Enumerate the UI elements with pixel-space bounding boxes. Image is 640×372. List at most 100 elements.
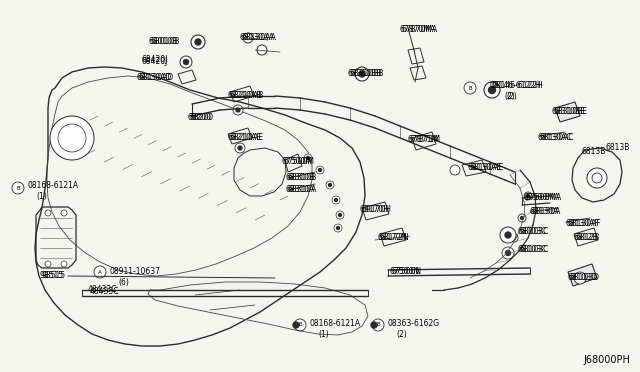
Circle shape (334, 224, 342, 232)
Text: 48433C: 48433C (90, 288, 120, 296)
Text: 68103D: 68103D (568, 273, 598, 282)
Text: 68130AC: 68130AC (540, 134, 575, 142)
Text: 48433C: 48433C (88, 285, 118, 295)
Text: 68130AD: 68130AD (139, 74, 174, 83)
Circle shape (45, 210, 51, 216)
Text: 68130AA: 68130AA (240, 33, 275, 42)
Text: 67500N: 67500N (390, 267, 420, 276)
Circle shape (520, 217, 524, 219)
Text: 68130AE: 68130AE (468, 164, 502, 173)
Text: 68130AA: 68130AA (242, 33, 277, 42)
Circle shape (236, 108, 240, 112)
Text: 67500MA: 67500MA (524, 193, 560, 202)
Text: 68420J: 68420J (141, 58, 168, 67)
Circle shape (61, 261, 67, 267)
Circle shape (233, 105, 243, 115)
Circle shape (513, 237, 515, 240)
Circle shape (184, 60, 189, 64)
Text: 68130A: 68130A (532, 208, 561, 217)
Circle shape (450, 165, 460, 175)
Circle shape (316, 166, 324, 174)
Text: 68310A: 68310A (288, 186, 317, 195)
Text: 68310BE: 68310BE (552, 108, 586, 116)
Text: 08146-6122H: 08146-6122H (490, 81, 541, 90)
Circle shape (238, 146, 242, 150)
Circle shape (518, 214, 526, 222)
Circle shape (180, 56, 192, 68)
Text: 68200: 68200 (190, 113, 214, 122)
Text: 67870MA: 67870MA (400, 26, 436, 35)
Text: 68310BE: 68310BE (554, 108, 588, 116)
Text: 08146-6122H: 08146-6122H (492, 81, 544, 90)
Circle shape (527, 195, 529, 198)
Circle shape (587, 168, 607, 188)
Text: 68210AE: 68210AE (228, 134, 262, 142)
Circle shape (328, 183, 332, 186)
Circle shape (371, 322, 377, 328)
Text: 68210AE: 68210AE (230, 134, 264, 142)
Text: 68310BB: 68310BB (348, 70, 382, 78)
Text: 68210AB: 68210AB (230, 92, 264, 100)
Circle shape (191, 35, 205, 49)
Text: B: B (468, 86, 472, 90)
Text: 68420J: 68420J (141, 55, 168, 64)
Text: 68103C: 68103C (518, 246, 547, 254)
Circle shape (524, 192, 532, 200)
Circle shape (336, 211, 344, 219)
Text: 67500M: 67500M (282, 157, 313, 167)
Circle shape (235, 143, 245, 153)
Text: J68000PH: J68000PH (583, 355, 630, 365)
Text: 68130AF: 68130AF (568, 219, 602, 228)
Text: 67B71M: 67B71M (410, 135, 441, 144)
Circle shape (326, 181, 334, 189)
Text: 67500M: 67500M (284, 157, 315, 167)
Circle shape (510, 234, 518, 242)
Circle shape (484, 82, 500, 98)
Circle shape (505, 232, 511, 238)
Text: 69170H: 69170H (360, 205, 390, 215)
Text: 6813B: 6813B (582, 148, 606, 157)
Circle shape (94, 266, 106, 278)
Circle shape (332, 196, 340, 204)
Text: (2): (2) (506, 92, 516, 100)
Text: 68130AE: 68130AE (470, 164, 504, 173)
Text: 68103C: 68103C (518, 228, 547, 237)
Text: (2): (2) (396, 330, 407, 339)
Circle shape (488, 87, 495, 93)
Circle shape (355, 67, 369, 81)
Text: 67500N: 67500N (392, 267, 422, 276)
Circle shape (12, 182, 24, 194)
Text: 6812B: 6812B (576, 234, 600, 243)
Text: 68200: 68200 (188, 113, 212, 122)
Circle shape (294, 319, 306, 331)
Text: (1): (1) (318, 330, 329, 339)
Text: (6): (6) (118, 278, 129, 286)
Circle shape (319, 169, 321, 171)
Text: 67870MA: 67870MA (402, 26, 438, 35)
Text: 68310B: 68310B (286, 173, 316, 183)
Circle shape (574, 272, 586, 284)
Text: 08363-6162G: 08363-6162G (388, 320, 440, 328)
Text: 68130A: 68130A (530, 208, 559, 217)
Text: 08911-10637: 08911-10637 (110, 267, 161, 276)
Circle shape (359, 71, 365, 77)
Text: 6812B: 6812B (574, 234, 598, 243)
Text: 68103C: 68103C (520, 246, 549, 254)
Circle shape (506, 250, 511, 256)
Circle shape (502, 247, 514, 259)
Text: 68010B: 68010B (151, 38, 180, 46)
Text: 68172N: 68172N (378, 234, 408, 243)
Circle shape (50, 116, 94, 160)
Polygon shape (568, 264, 597, 286)
Text: (2): (2) (504, 92, 515, 100)
Text: 68172N: 68172N (380, 234, 410, 243)
Circle shape (307, 157, 310, 160)
Text: 98515: 98515 (40, 272, 64, 280)
Circle shape (592, 173, 602, 183)
Circle shape (293, 322, 299, 328)
Circle shape (243, 33, 253, 43)
Text: B: B (298, 323, 302, 327)
Text: 68103D: 68103D (570, 273, 600, 282)
Circle shape (257, 45, 267, 55)
Text: 68310A: 68310A (286, 186, 316, 195)
